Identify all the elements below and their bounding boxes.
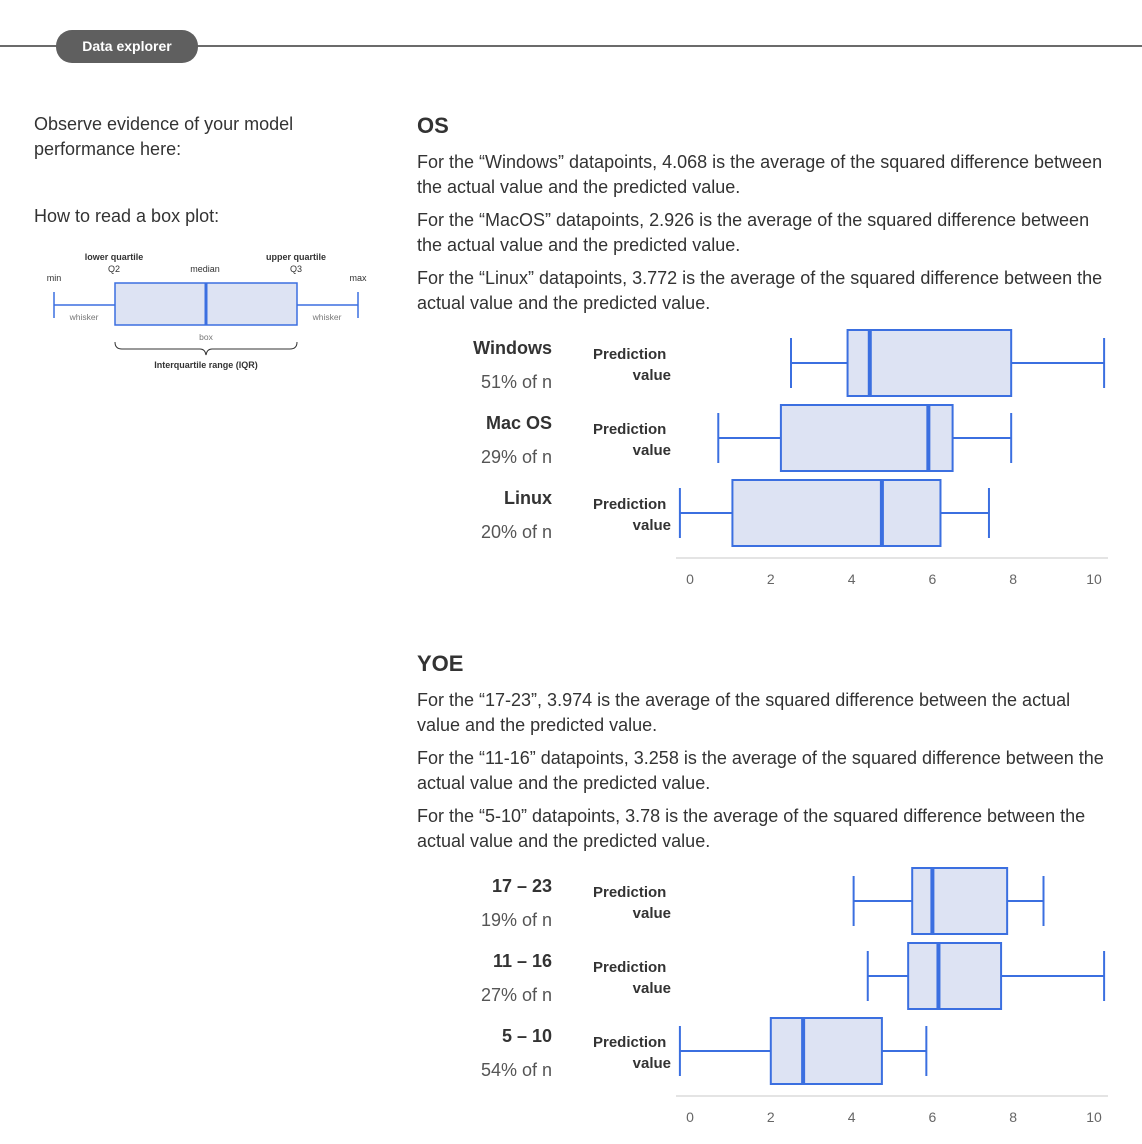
howto-heading: How to read a box plot:	[34, 206, 220, 226]
iqr-box	[911, 867, 1009, 935]
category-pct: 29% of n	[480, 447, 552, 467]
legend-q2: Q2	[108, 264, 120, 274]
pred-line1: Prediction	[593, 421, 667, 438]
x-tick-label: 8	[1009, 1109, 1017, 1125]
x-tick-label: 8	[1009, 571, 1017, 587]
section-title: OS	[417, 113, 449, 138]
legend-q3: Q3	[290, 264, 302, 274]
description: For the “MacOS” datapoints, 2.926 is the…	[417, 210, 1090, 255]
os-box-chart: 0 2 4 6 8 10	[676, 329, 1108, 587]
pred-line1: Prediction	[593, 884, 667, 901]
x-tick-label: 4	[848, 571, 856, 587]
prediction-value-label: Prediction value	[593, 419, 703, 461]
description: For the “17-23”, 3.974 is the average of…	[417, 690, 1071, 735]
prediction-value-label: Prediction value	[593, 494, 703, 536]
x-tick-label: 6	[929, 571, 937, 587]
legend-iqr: Interquartile range (IQR)	[154, 360, 258, 370]
pred-line2: value	[632, 980, 671, 997]
pred-line1: Prediction	[593, 346, 667, 363]
category-name: Windows	[473, 338, 552, 358]
legend-max: max	[349, 273, 367, 283]
category-pct: 54% of n	[480, 1060, 552, 1080]
legend-median: median	[190, 264, 220, 274]
category-name: Mac OS	[485, 413, 552, 433]
yoe-section: YOE For the “17-23”, 3.974 is the averag…	[417, 651, 1117, 862]
category-label: Mac OS 29% of n	[412, 406, 552, 474]
legend-box-label: box	[199, 332, 213, 342]
iqr-box	[907, 942, 1003, 1010]
x-tick-label: 6	[929, 1109, 937, 1125]
category-label: Windows 51% of n	[412, 331, 552, 399]
category-label: Linux 20% of n	[412, 481, 552, 549]
data-explorer-tab[interactable]: Data explorer	[56, 30, 198, 63]
pred-line1: Prediction	[593, 1034, 667, 1051]
legend-lower-quartile: lower quartile	[85, 252, 144, 262]
yoe-box-chart: 0 2 4 6 8 10	[676, 867, 1108, 1125]
pred-line1: Prediction	[593, 496, 667, 513]
box-plot-legend: lower quartile Q2 median upper quartile …	[47, 252, 367, 370]
pred-line2: value	[632, 905, 671, 922]
legend-iqr-brace	[114, 341, 298, 356]
description: For the “Linux” datapoints, 3.772 is the…	[417, 268, 1103, 313]
legend-whisker-right: whisker	[312, 312, 342, 322]
iqr-box	[779, 404, 954, 472]
section-title: YOE	[417, 651, 464, 676]
pred-line2: value	[632, 517, 671, 534]
category-label: 5 – 10 54% of n	[412, 1019, 552, 1087]
prediction-value-label: Prediction value	[593, 957, 703, 999]
legend-upper-quartile: upper quartile	[266, 252, 326, 262]
os-section: OS For the “Windows” datapoints, 4.068 i…	[417, 113, 1117, 324]
x-tick-label: 0	[686, 571, 694, 587]
pred-line1: Prediction	[593, 959, 667, 976]
x-tick-label: 4	[848, 1109, 856, 1125]
category-name: Linux	[504, 488, 552, 508]
description: For the “11-16” datapoints, 3.258 is the…	[417, 748, 1104, 793]
legend-whisker-left: whisker	[69, 312, 99, 322]
iqr-box	[731, 479, 942, 547]
intro-text: Observe evidence of your model performan…	[34, 114, 294, 159]
x-tick-label: 2	[767, 1109, 775, 1125]
pred-line2: value	[632, 1055, 671, 1072]
category-label: 11 – 16 27% of n	[412, 944, 552, 1012]
x-tick-label: 2	[767, 571, 775, 587]
x-tick-label: 10	[1086, 571, 1102, 587]
prediction-value-label: Prediction value	[593, 1032, 703, 1074]
category-pct: 27% of n	[480, 985, 552, 1005]
category-label: 17 – 23 19% of n	[412, 869, 552, 937]
category-name: 11 – 16	[492, 951, 552, 971]
description: For the “Windows” datapoints, 4.068 is t…	[417, 152, 1103, 197]
description: For the “5-10” datapoints, 3.78 is the a…	[417, 806, 1086, 851]
pred-line2: value	[632, 442, 671, 459]
x-tick-label: 0	[686, 1109, 694, 1125]
category-name: 5 – 10	[501, 1026, 552, 1046]
category-name: 17 – 23	[491, 876, 552, 896]
x-tick-label: 10	[1086, 1109, 1102, 1125]
category-pct: 51% of n	[480, 372, 552, 392]
category-pct: 19% of n	[480, 910, 552, 930]
pred-line2: value	[632, 367, 671, 384]
iqr-box	[769, 1017, 883, 1085]
iqr-box	[846, 329, 1013, 397]
category-pct: 20% of n	[480, 522, 552, 542]
prediction-value-label: Prediction value	[593, 882, 703, 924]
header-divider	[0, 45, 1142, 47]
legend-min: min	[47, 273, 62, 283]
prediction-value-label: Prediction value	[593, 344, 703, 386]
